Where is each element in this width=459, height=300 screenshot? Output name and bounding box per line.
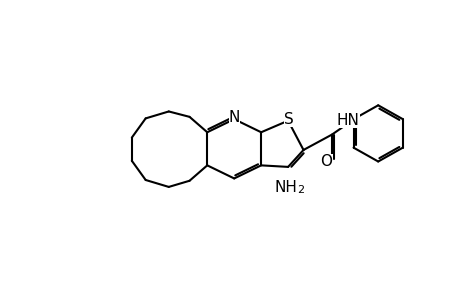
Text: NH: NH [274,180,297,195]
Text: O: O [320,154,332,169]
Text: N: N [228,110,240,125]
Text: 2: 2 [297,185,304,195]
Text: S: S [283,112,293,127]
Text: HN: HN [336,113,359,128]
